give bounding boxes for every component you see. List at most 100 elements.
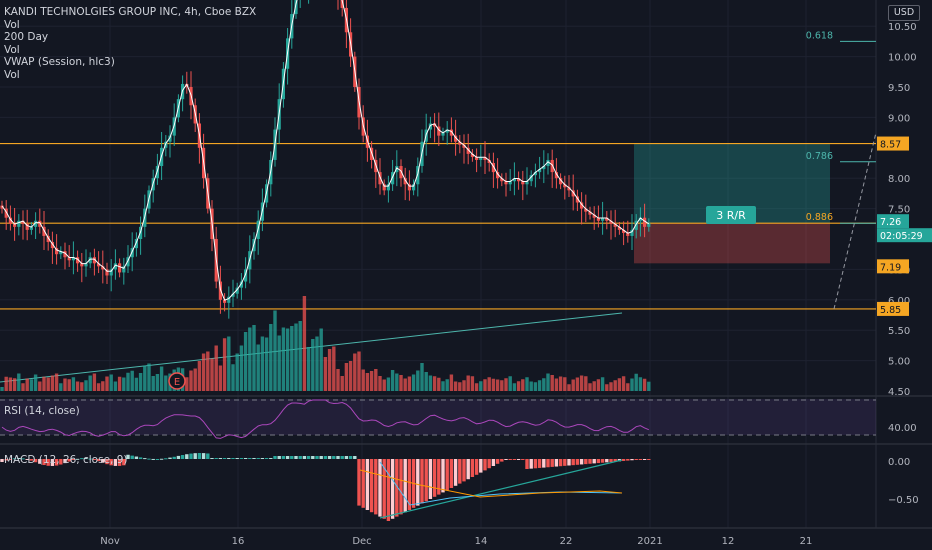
macd-bar bbox=[533, 459, 538, 469]
candle-body bbox=[403, 178, 407, 185]
volume-bar bbox=[626, 383, 630, 391]
candle-body bbox=[126, 257, 130, 267]
macd-bar bbox=[8, 459, 13, 460]
earnings-marker-letter: E bbox=[174, 377, 180, 388]
volume-bar bbox=[378, 376, 382, 391]
candle-body bbox=[122, 266, 126, 273]
volume-bar bbox=[558, 376, 563, 391]
candle-body bbox=[479, 156, 483, 160]
macd-axis-tick: −0.50 bbox=[888, 495, 919, 506]
legend-item-vol[interactable]: Vol bbox=[4, 68, 20, 81]
volume-bar bbox=[29, 379, 34, 391]
volume-bar bbox=[75, 381, 80, 391]
candle-body bbox=[592, 214, 596, 218]
volume-bar bbox=[449, 374, 454, 391]
candle-body bbox=[382, 184, 386, 191]
position-label-box[interactable] bbox=[706, 206, 756, 224]
position-label: 3 R/R bbox=[716, 209, 746, 222]
macd-bar bbox=[458, 459, 462, 484]
macd-bar bbox=[453, 459, 458, 486]
candle-body bbox=[517, 178, 521, 182]
macd-bar bbox=[596, 459, 601, 464]
volume-bar bbox=[210, 358, 214, 391]
legend-item-vwap[interactable]: VWAP (Session, hlc3) bbox=[4, 56, 115, 68]
macd-bar bbox=[63, 459, 67, 464]
macd-bar bbox=[500, 459, 504, 462]
macd-bar bbox=[424, 459, 428, 502]
volume-bar bbox=[67, 379, 71, 391]
candle-body bbox=[80, 263, 84, 267]
volume-bar bbox=[155, 374, 160, 391]
volume-bar bbox=[80, 382, 84, 391]
volume-bar bbox=[113, 381, 118, 391]
candle-body bbox=[97, 263, 101, 267]
candle-body bbox=[634, 220, 638, 230]
earnings-marker[interactable] bbox=[168, 372, 186, 390]
volume-bar bbox=[38, 381, 42, 391]
volume-bar bbox=[143, 365, 147, 391]
macd-bar bbox=[525, 459, 529, 469]
legend-item-vol[interactable]: Vol bbox=[4, 43, 20, 56]
volume-bar bbox=[12, 378, 17, 391]
candle-body bbox=[491, 163, 495, 173]
macd-bar bbox=[369, 459, 374, 513]
volume-bar bbox=[462, 380, 466, 391]
volume-bar bbox=[437, 377, 441, 391]
volume-bar bbox=[227, 336, 231, 391]
candle-body bbox=[55, 248, 59, 255]
time-axis-tick: 12 bbox=[722, 536, 735, 547]
price-axis-tick: 8.00 bbox=[888, 174, 910, 185]
vwap-line bbox=[1, 0, 650, 301]
volume-bar bbox=[357, 351, 361, 391]
volume-bar bbox=[147, 363, 151, 391]
candle-body bbox=[487, 159, 491, 163]
price-axis-label-box bbox=[877, 136, 909, 151]
price-axis-tick: 4.50 bbox=[888, 387, 910, 398]
rsi-pane-label[interactable]: RSI (14, close) bbox=[4, 405, 80, 417]
volume-bar bbox=[311, 339, 315, 391]
volume-bar bbox=[197, 361, 202, 391]
macd-bar bbox=[592, 459, 596, 464]
macd-bar bbox=[67, 459, 71, 462]
macd-bar bbox=[25, 459, 29, 460]
price-axis-tick: 7.50 bbox=[888, 205, 910, 216]
volume-bar bbox=[453, 381, 458, 391]
macd-bar bbox=[243, 458, 248, 459]
macd-bar bbox=[235, 458, 239, 459]
legend-item-200-day[interactable]: 200 Day bbox=[4, 31, 49, 43]
macd-bar bbox=[117, 459, 122, 466]
volume-bar bbox=[159, 366, 164, 391]
macd-bar bbox=[33, 459, 38, 463]
volume-bar bbox=[269, 324, 273, 391]
volume-bar bbox=[479, 381, 483, 391]
currency-badge[interactable]: USD bbox=[888, 5, 920, 21]
macd-bar bbox=[466, 459, 470, 480]
volume-bar bbox=[63, 378, 67, 391]
macd-bar bbox=[201, 453, 206, 459]
candle-body bbox=[441, 132, 445, 136]
candle-body bbox=[626, 232, 630, 236]
legend-item-vol[interactable]: Vol bbox=[4, 18, 20, 31]
macd-bar bbox=[340, 456, 344, 459]
volume-bar bbox=[185, 377, 189, 391]
macd-bar bbox=[399, 459, 403, 515]
volume-bar bbox=[101, 381, 105, 391]
volume-bar bbox=[235, 353, 239, 391]
macd-bar bbox=[554, 459, 559, 467]
candle-body bbox=[483, 156, 487, 160]
macd-bar bbox=[508, 459, 512, 460]
macd-bar bbox=[432, 459, 437, 497]
macd-bar bbox=[609, 459, 613, 462]
volume-bar bbox=[252, 325, 256, 391]
candle-body bbox=[504, 181, 508, 185]
candle-body bbox=[643, 217, 647, 227]
macd-bar bbox=[138, 457, 143, 459]
legend-title[interactable]: KANDI TECHNOLGIES GROUP INC, 4h, Cboe BZ… bbox=[4, 6, 257, 18]
candle-body bbox=[391, 172, 395, 185]
position-loss-zone[interactable] bbox=[634, 223, 830, 264]
macd-pane-label[interactable]: MACD (12, 26, close, 9) bbox=[4, 454, 128, 466]
candle-body bbox=[445, 129, 449, 133]
candle-body bbox=[567, 187, 571, 191]
candle-body bbox=[46, 235, 50, 243]
